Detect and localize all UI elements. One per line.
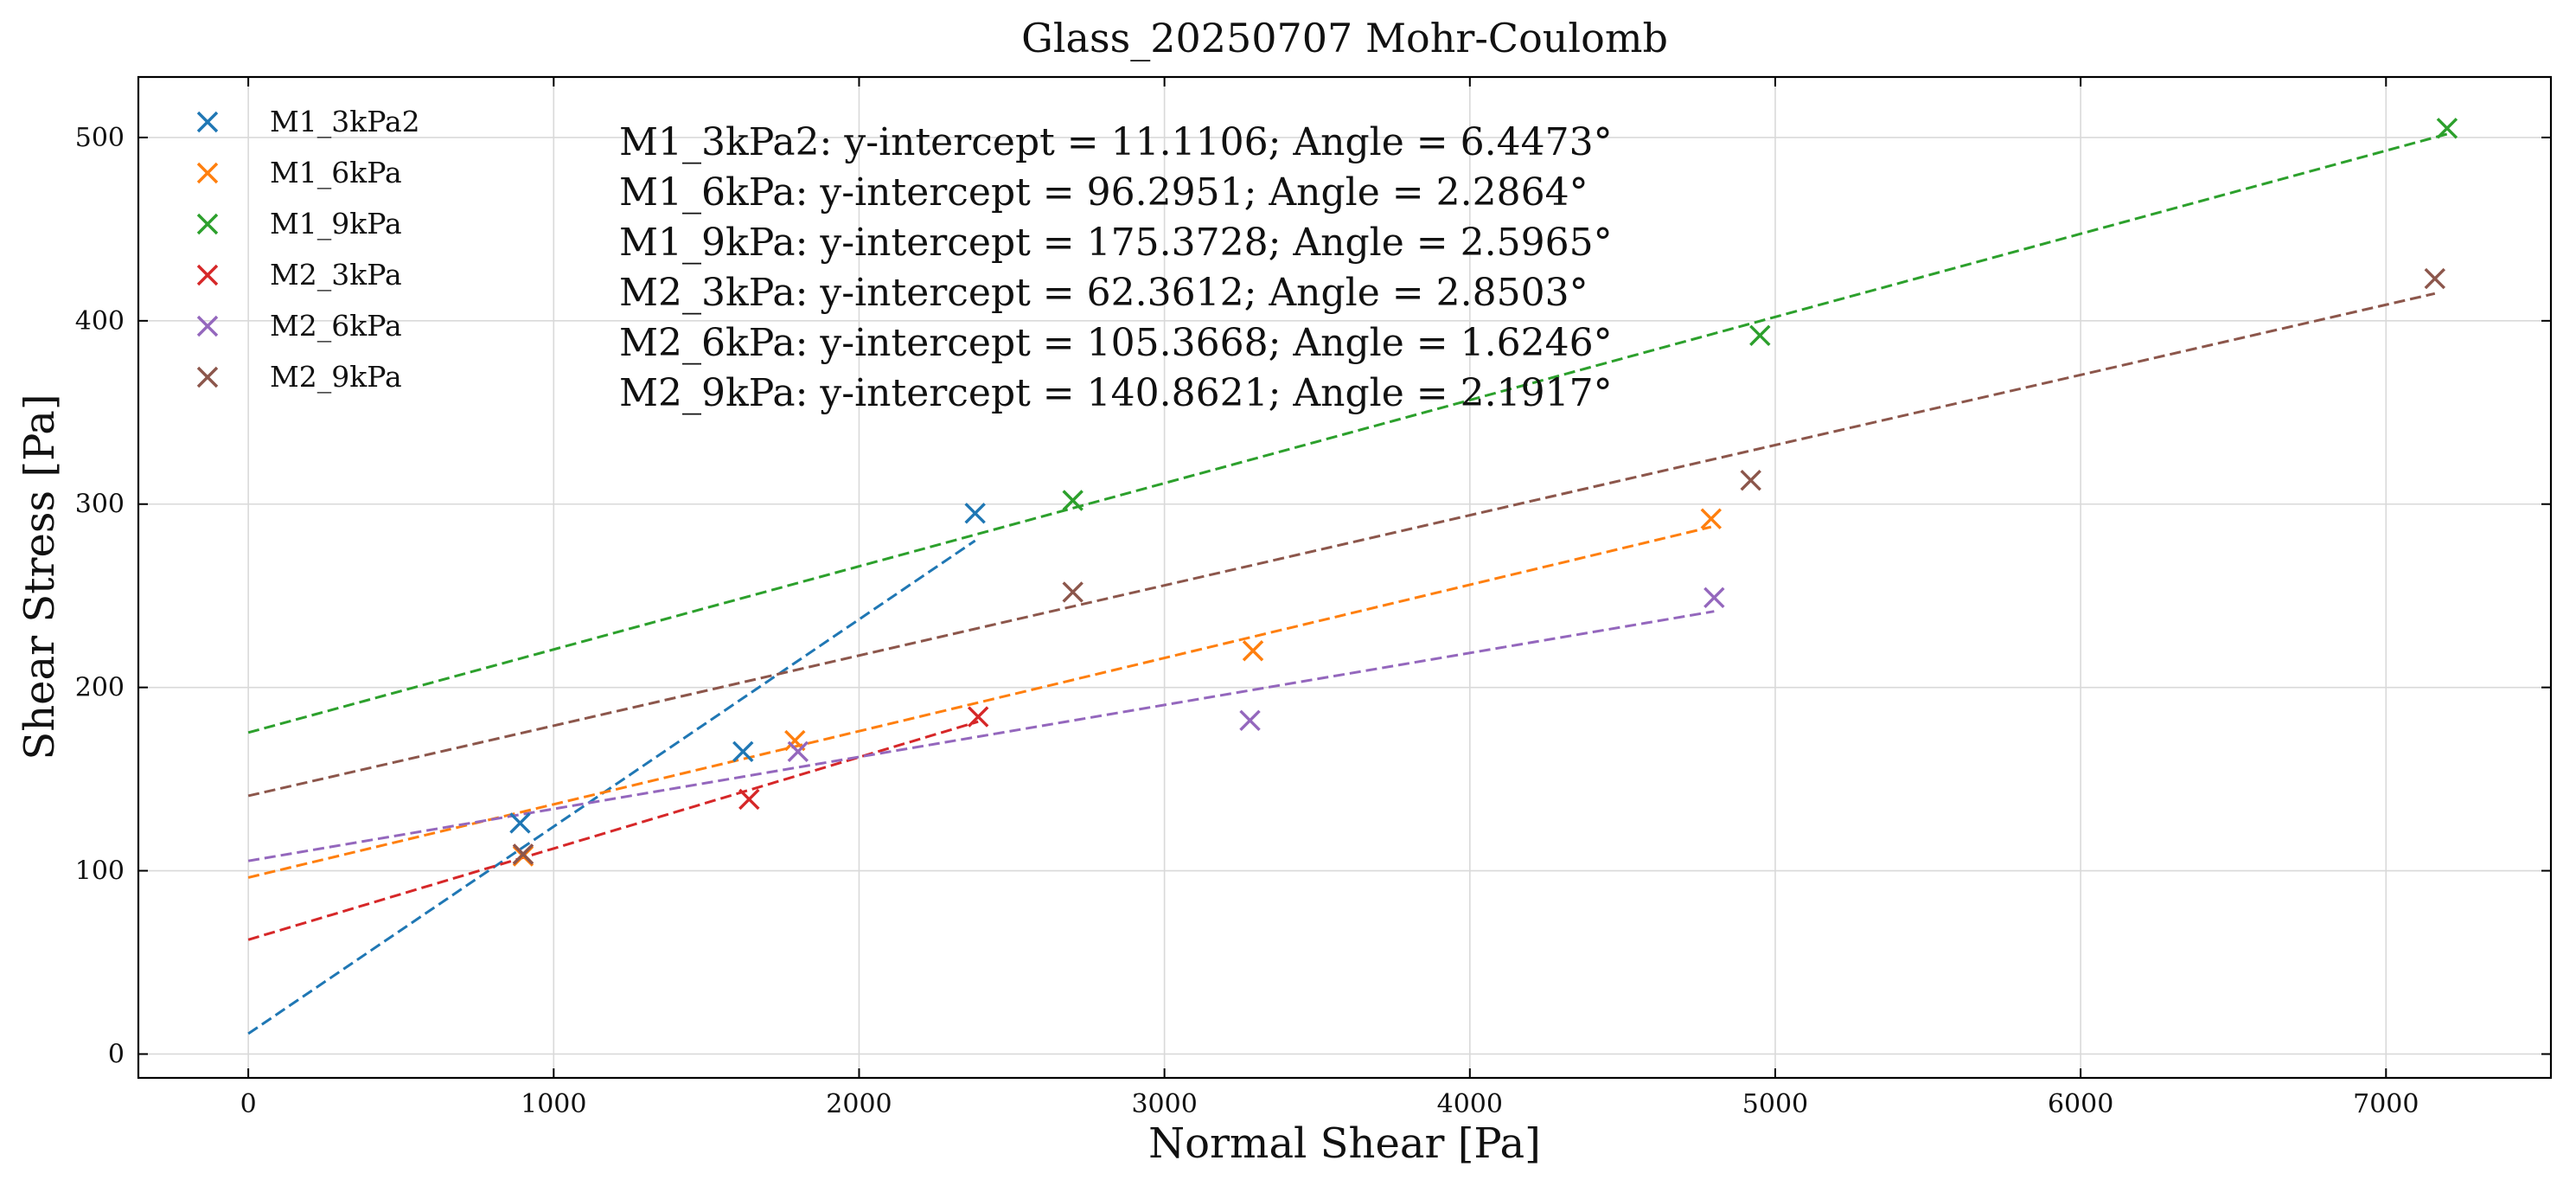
y-tick-label: 0 [108,1039,125,1069]
legend-label: M1_6kPa [270,156,402,190]
data-point [1239,709,1261,731]
data-point [1242,640,1264,662]
legend: M1_3kPa2 M1_6kPa M1_9kPa M2_3kPa M2_6kPa M2_9… [196,105,420,394]
legend-marker [196,264,219,286]
legend-marker [196,315,219,337]
legend-label: M2_6kPa [270,309,402,343]
axis-ticks: 0 1000 2000 3000 4000 5000 6000 7000 0 100 200 300 4… [75,77,2551,1119]
x-axis-label: Normal Shear [Pa] [1148,1119,1541,1168]
data-point [964,503,986,524]
legend-item: M2_9kPa [196,360,402,394]
fit-lines [247,132,2448,1036]
x-tick-label: 7000 [2353,1089,2419,1119]
legend-marker [196,162,219,184]
x-tick-label: 5000 [1742,1089,1808,1119]
x-tick-label: 0 [240,1089,257,1119]
data-point [1062,581,1083,603]
y-tick-label: 200 [75,673,125,703]
y-tick-label: 500 [75,123,125,153]
x-tick-label: 4000 [1437,1089,1503,1119]
annotations: M1_3kPa2: y-intercept = 11.1106; Angle =… [619,120,1613,415]
legend-marker [196,111,219,133]
legend-item: M2_6kPa [196,309,402,343]
fit-line [247,292,2436,798]
legend-label: M1_9kPa [270,207,402,241]
data-point [968,706,989,728]
fit-annotation: M1_3kPa2: y-intercept = 11.1106; Angle =… [619,120,1613,164]
data-point [1062,490,1083,511]
legend-item: M1_6kPa [196,156,402,190]
data-point [512,843,534,865]
data-point [2424,267,2445,290]
plot-frame [137,75,2553,1080]
fit-annotation: M2_6kPa: y-intercept = 105.3668; Angle =… [619,321,1613,365]
data-point [1740,469,1761,491]
legend-marker [196,213,219,235]
legend-item: M1_9kPa [196,207,402,241]
legend-item: M2_3kPa [196,258,402,292]
y-tick-label: 300 [75,490,125,520]
y-axis-label: Shear Stress [Pa] [16,394,64,760]
data-point [509,812,531,834]
legend-label: M1_3kPa2 [270,105,420,139]
fit-line [247,610,1715,862]
y-tick-label: 100 [75,856,125,887]
fit-line [247,539,976,1036]
data-point [732,741,754,763]
data-point [738,788,760,811]
x-tick-label: 2000 [826,1089,892,1119]
legend-label: M2_3kPa [270,258,402,292]
x-tick-label: 1000 [521,1089,586,1119]
data-point [1749,324,1771,346]
fit-annotation: M2_9kPa: y-intercept = 140.8621; Angle =… [619,371,1613,415]
y-tick-label: 400 [75,306,125,337]
chart-title: Glass_20250707 Mohr-Coulomb [1021,15,1668,61]
data-point [787,741,809,763]
fit-annotation: M1_6kPa: y-intercept = 96.2951; Angle = … [619,170,1588,215]
data-points [509,118,2458,867]
fit-line [247,132,2448,734]
grid [138,77,2551,1078]
data-point [1703,587,1725,609]
data-point [2436,118,2458,139]
x-tick-label: 3000 [1131,1089,1197,1119]
x-tick-label: 6000 [2048,1089,2113,1119]
data-point [1700,508,1722,529]
legend-marker [196,366,219,388]
fit-annotation: M2_3kPa: y-intercept = 62.3612; Angle = … [619,271,1588,315]
legend-label: M2_9kPa [270,360,402,394]
fit-annotation: M1_9kPa: y-intercept = 175.3728; Angle =… [619,221,1613,265]
legend-item: M1_3kPa2 [196,105,420,139]
